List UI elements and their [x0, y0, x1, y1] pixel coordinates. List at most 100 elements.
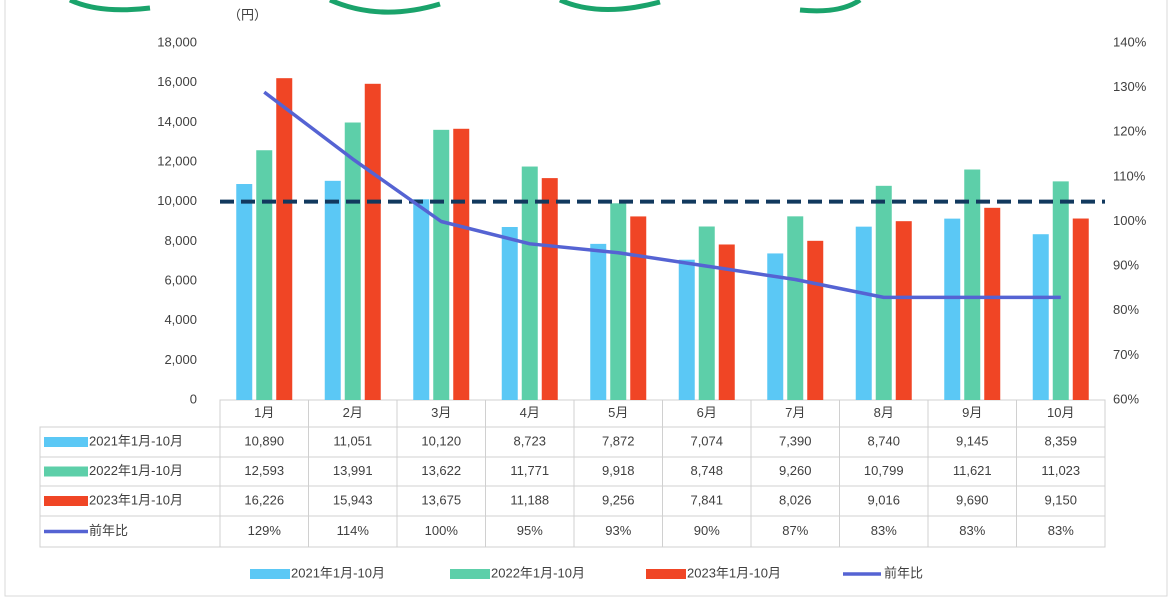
table-cell: 15,943 — [333, 492, 373, 507]
table-legend-key — [44, 496, 88, 506]
bar — [964, 169, 981, 400]
bar — [1052, 181, 1069, 400]
table-cell: 100% — [425, 523, 459, 538]
x-tick-label: 4月 — [520, 405, 540, 420]
table-cell: 9,016 — [867, 492, 900, 507]
bar — [1032, 234, 1049, 400]
bar — [875, 185, 892, 400]
table-cell: 11,188 — [510, 492, 549, 507]
bar — [678, 259, 695, 400]
table-series-name: 前年比 — [89, 523, 128, 538]
y2-tick-label: 70% — [1113, 347, 1139, 362]
bar — [787, 216, 804, 400]
table-frame — [39, 426, 1106, 548]
table-cell: 13,675 — [421, 492, 461, 507]
bar — [541, 178, 558, 400]
table-cell: 7,872 — [602, 433, 635, 448]
bar — [767, 253, 784, 400]
y-axis-title: （円） — [228, 7, 267, 22]
bar — [984, 207, 1001, 400]
table-cell: 8,748 — [690, 463, 723, 478]
y2-tick-label: 110% — [1113, 168, 1146, 183]
y2-tick-label: 130% — [1113, 79, 1147, 94]
table-cell: 16,226 — [244, 492, 284, 507]
table-cell: 11,621 — [953, 463, 992, 478]
y2-tick-label: 60% — [1113, 391, 1139, 406]
bar — [276, 78, 293, 401]
table-cell: 9,145 — [956, 433, 989, 448]
table-series-name: 2022年1月-10月 — [89, 463, 183, 478]
table-cell: 11,051 — [333, 433, 372, 448]
bar — [413, 199, 430, 400]
x-tick-label: 6月 — [697, 405, 717, 420]
table-cell: 13,622 — [421, 463, 461, 478]
y2-tick-label: 80% — [1113, 302, 1139, 317]
y-tick-label: 14,000 — [157, 114, 197, 129]
bar — [807, 240, 824, 400]
bar — [630, 216, 647, 400]
bar — [433, 129, 450, 401]
table-legend-key — [44, 437, 88, 447]
bar — [1072, 218, 1089, 400]
y-tick-label: 18,000 — [157, 34, 197, 49]
legend-label: 前年比 — [884, 565, 923, 580]
table-cell: 11,771 — [510, 463, 549, 478]
y-tick-label: 6,000 — [164, 272, 197, 287]
table-cell: 10,890 — [244, 433, 284, 448]
bar — [521, 166, 538, 400]
y2-tick-label: 140% — [1113, 34, 1147, 49]
table-cell: 93% — [605, 523, 631, 538]
x-tick-label: 7月 — [785, 405, 805, 420]
y-tick-label: 2,000 — [164, 352, 197, 367]
legend-key — [250, 569, 290, 579]
table-cell: 10,799 — [864, 463, 904, 478]
y2-tick-label: 100% — [1113, 213, 1147, 228]
y2-tick-label: 90% — [1113, 258, 1139, 273]
y-tick-label: 8,000 — [164, 233, 197, 248]
table-cell: 87% — [782, 523, 808, 538]
y-tick-label: 12,000 — [157, 153, 197, 168]
bar — [324, 180, 341, 400]
x-tick-label: 10月 — [1047, 405, 1074, 420]
table-cell: 9,918 — [602, 463, 635, 478]
table-series-name: 2023年1月-10月 — [89, 492, 183, 507]
table-cell: 8,723 — [513, 433, 546, 448]
y-tick-label: 16,000 — [157, 74, 197, 89]
x-tick-label: 1月 — [254, 405, 274, 420]
bar — [344, 122, 361, 400]
table-cell: 83% — [959, 523, 985, 538]
y2-tick-label: 120% — [1113, 124, 1147, 139]
bar — [944, 218, 961, 400]
legend-key — [450, 569, 490, 579]
y-tick-label: 4,000 — [164, 312, 197, 327]
y-tick-label: 10,000 — [157, 193, 197, 208]
bar — [453, 128, 470, 400]
table-cell: 12,593 — [244, 463, 284, 478]
table-cell: 7,390 — [779, 433, 812, 448]
bar — [501, 226, 518, 400]
legend-label: 2023年1月-10月 — [687, 565, 781, 580]
decoration — [68, 0, 862, 15]
table-legend-key — [44, 466, 88, 477]
bar — [364, 83, 381, 400]
legend-label: 2021年1月-10月 — [291, 565, 385, 580]
table-cell: 9,690 — [956, 492, 989, 507]
table-cell: 11,023 — [1041, 463, 1080, 478]
legend-key — [646, 569, 686, 579]
table-cell: 83% — [871, 523, 897, 538]
table-cell: 7,074 — [690, 433, 723, 448]
legend-label: 2022年1月-10月 — [491, 565, 585, 580]
chart-frame — [4, 0, 1168, 597]
table-cell: 8,740 — [867, 433, 900, 448]
table-cell: 8,359 — [1044, 433, 1077, 448]
x-tick-label: 3月 — [431, 405, 451, 420]
table-cell: 9,150 — [1044, 492, 1077, 507]
line — [263, 90, 1061, 300]
table-cell: 9,260 — [779, 463, 812, 478]
table-series-name: 2021年1月-10月 — [89, 433, 183, 448]
table-cell: 13,991 — [333, 463, 373, 478]
y-tick-label: 0 — [190, 391, 197, 406]
bar — [855, 226, 872, 400]
